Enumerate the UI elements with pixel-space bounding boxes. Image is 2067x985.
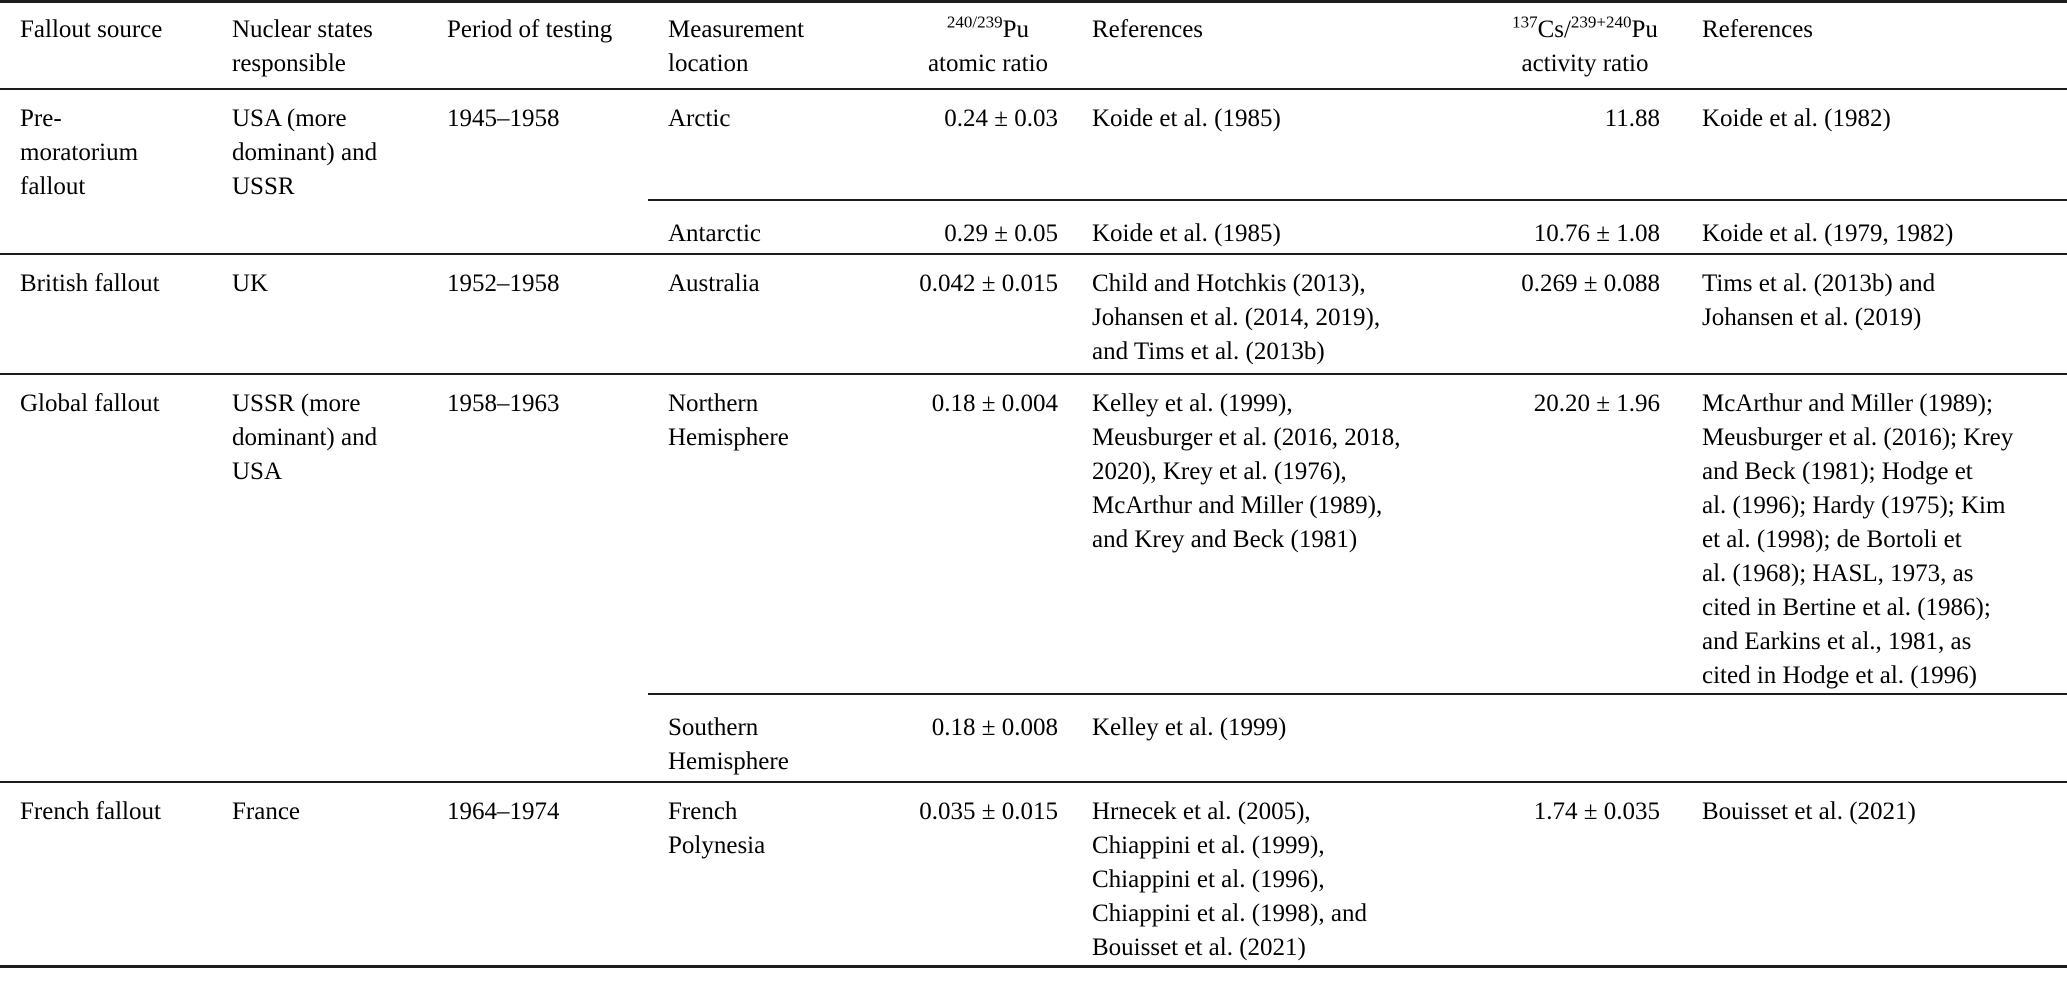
col-header-period-of-testing: Period of testing: [447, 1, 648, 90]
col-header-cs-pu-activity-ratio: 137Cs/239+240Pu activity ratio: [1462, 1, 1690, 90]
fallout-source-cell: French fallout: [0, 781, 232, 968]
table-row-global-northern: Global fallout USSR (more dominant) and …: [0, 373, 2067, 783]
atomic-ratio-value: 0.24 ± 0.03: [848, 88, 1058, 201]
pu-references-cell: Koide et al. (1985): [1058, 88, 1462, 201]
pu-superscript: 240/239: [946, 12, 1003, 32]
table-row-french-fallout: French fallout France 1964–1974 French P…: [0, 781, 2067, 968]
activity-ratio-value: 20.20 ± 1.96: [1462, 373, 1690, 695]
activity-ratio-value: 11.88: [1462, 88, 1690, 201]
atomic-ratio-value: 0.29 ± 0.05: [848, 199, 1058, 255]
location-cell: Antarctic: [648, 199, 848, 255]
activity-ratio-value: [1462, 693, 1690, 783]
atomic-ratio-label: atomic ratio: [927, 50, 1049, 77]
col-header-pu-atomic-ratio: 240/239Pu atomic ratio: [848, 1, 1058, 90]
cs-references-cell: [1690, 693, 2067, 783]
cs-symbol: Cs/: [1537, 16, 1571, 43]
cs-references-cell: Koide et al. (1982): [1690, 88, 2067, 201]
table-row-pre-moratorium-antarctic: Antarctic 0.29 ± 0.05 Koide et al. (1985…: [0, 199, 2067, 255]
table-row-pre-moratorium-arctic: Pre- moratorium fallout USA (more domina…: [0, 88, 2067, 255]
header-row: Fallout source Nuclear states responsibl…: [0, 1, 2067, 90]
pu-references-cell: Kelley et al. (1999), Meusburger et al. …: [1058, 373, 1462, 695]
nuclear-states-cell: USA (more dominant) and USSR: [232, 88, 447, 255]
nuclear-states-cell: USSR (more dominant) and USA: [232, 373, 447, 783]
fallout-source-cell: Pre- moratorium fallout: [0, 88, 232, 255]
pu-symbol-2: Pu: [1631, 16, 1658, 43]
location-cell: Australia: [648, 253, 848, 375]
fallout-source-cell: British fallout: [0, 253, 232, 375]
atomic-ratio-value: 0.042 ± 0.015: [848, 253, 1058, 375]
col-header-fallout-source: Fallout source: [0, 1, 232, 90]
pu-references-cell: Hrnecek et al. (2005), Chiappini et al. …: [1058, 781, 1462, 968]
activity-ratio-label: activity ratio: [1521, 50, 1649, 77]
table-row-global-southern: Southern Hemisphere 0.18 ± 0.008 Kelley …: [0, 693, 2067, 783]
location-cell: Arctic: [648, 88, 848, 201]
col-header-references-pu: References: [1058, 1, 1462, 90]
cs-references-cell: Tims et al. (2013b) and Johansen et al. …: [1690, 253, 2067, 375]
cs-references-cell: McArthur and Miller (1989); Meusburger e…: [1690, 373, 2067, 695]
atomic-ratio-value: 0.18 ± 0.004: [848, 373, 1058, 695]
atomic-ratio-value: 0.18 ± 0.008: [848, 693, 1058, 783]
location-cell: Northern Hemisphere: [648, 373, 848, 695]
pu-symbol: Pu: [1002, 16, 1030, 43]
col-header-nuclear-states: Nuclear states responsible: [232, 1, 447, 90]
pu-isotope-label: 240/239Pu: [946, 12, 1030, 43]
nuclear-states-cell: UK: [232, 253, 447, 375]
period-cell: 1945–1958: [447, 88, 648, 255]
period-cell: 1958–1963: [447, 373, 648, 783]
table-row-british-fallout: British fallout UK 1952–1958 Australia 0…: [0, 253, 2067, 375]
pu239-240-superscript: 239+240: [1570, 12, 1632, 32]
location-cell: Southern Hemisphere: [648, 693, 848, 783]
nuclear-states-cell: France: [232, 781, 447, 968]
fallout-source-cell: Global fallout: [0, 373, 232, 783]
period-cell: 1952–1958: [447, 253, 648, 375]
pu-references-cell: Kelley et al. (1999): [1058, 693, 1462, 783]
period-cell: 1964–1974: [447, 781, 648, 968]
activity-ratio-value: 0.269 ± 0.088: [1462, 253, 1690, 375]
cs-superscript: 137: [1512, 12, 1538, 32]
pu-references-cell: Child and Hotchkis (2013), Johansen et a…: [1058, 253, 1462, 375]
cs-references-cell: Koide et al. (1979, 1982): [1690, 199, 2067, 255]
cs-pu-isotope-label: 137Cs/239+240Pu: [1512, 12, 1658, 43]
col-header-measurement-location: Measurement location: [648, 1, 848, 90]
activity-ratio-value: 10.76 ± 1.08: [1462, 199, 1690, 255]
col-header-references-cs: References: [1690, 1, 2067, 90]
location-cell: French Polynesia: [648, 781, 848, 968]
cs-references-cell: Bouisset et al. (2021): [1690, 781, 2067, 968]
atomic-ratio-value: 0.035 ± 0.015: [848, 781, 1058, 968]
pu-references-cell: Koide et al. (1985): [1058, 199, 1462, 255]
activity-ratio-value: 1.74 ± 0.035: [1462, 781, 1690, 968]
